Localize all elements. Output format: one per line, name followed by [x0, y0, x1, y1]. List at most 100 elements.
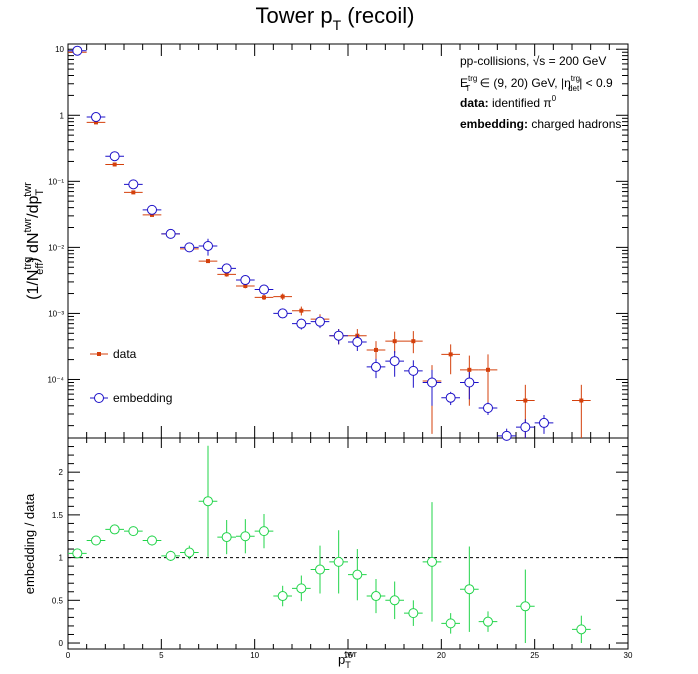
ratio-point — [445, 618, 456, 629]
data-point — [392, 339, 397, 344]
ratio-point — [352, 569, 363, 580]
title-sub: T — [333, 17, 342, 33]
ratio-point — [147, 535, 157, 546]
embedding-point — [109, 151, 120, 162]
ratio-point — [128, 526, 139, 537]
embedding-point — [277, 308, 288, 319]
embedding-point — [221, 263, 232, 274]
ratio-point — [259, 526, 269, 537]
embedding-point — [165, 228, 176, 239]
bottom-x-tick-label: 30 — [624, 651, 633, 660]
embedding-point — [147, 204, 157, 215]
embedding-point — [91, 112, 101, 123]
annotation-line-3: data: identified π0 — [460, 94, 557, 110]
embedding-point — [520, 422, 531, 433]
ratio-point — [371, 591, 381, 602]
ratio-point — [483, 616, 493, 627]
annotation-block: pp-collisions, √s = 200 GeV Etrg T ∈ (9, … — [460, 54, 621, 131]
embedding-point — [203, 240, 213, 251]
data-point — [523, 398, 528, 403]
legend-entry-data: data — [90, 347, 137, 361]
data-point — [94, 120, 98, 125]
embedding-point — [296, 318, 307, 329]
title-rest: (recoil) — [341, 3, 414, 28]
embedding-point — [445, 392, 456, 403]
top-y-tick-label: 10⁻⁴ — [47, 375, 64, 384]
ratio-point — [184, 547, 195, 558]
ratio-point — [277, 591, 288, 602]
embedding-point — [389, 356, 400, 367]
data-point — [299, 308, 304, 313]
embedding-point — [72, 45, 83, 56]
bottom-ticks: 0 5 10 15 20 25 30 0 0.5 1 1.5 2 — [52, 438, 633, 660]
data-point — [150, 212, 154, 217]
ratio-point — [576, 624, 587, 635]
ratio-point — [427, 556, 437, 567]
top-y-tick-label: 10⁻² — [48, 243, 64, 252]
embedding-point — [240, 275, 251, 286]
series-embedding-markers — [68, 45, 554, 441]
ratio-point — [296, 583, 307, 594]
embedding-point — [259, 284, 269, 295]
top-y-tick-label: 10 — [55, 45, 64, 54]
legend: data embedding — [90, 347, 172, 405]
embedding-point — [128, 179, 139, 190]
data-point — [374, 347, 378, 352]
bottom-x-tick-label: 10 — [250, 651, 259, 660]
embedding-point — [539, 417, 549, 428]
ratio-point — [333, 556, 344, 567]
embedding-point — [464, 377, 475, 388]
top-x-ticks — [67, 44, 629, 438]
data-point — [206, 259, 210, 264]
top-y-axis-label: (1/Ntrgeff) dNtwr/dpTtwr — [22, 182, 46, 300]
bottom-x-tick-label: 15 — [344, 651, 353, 660]
embedding-point — [501, 430, 512, 441]
data-point — [280, 294, 285, 299]
bottom-x-tick-label: 0 — [66, 651, 71, 660]
embedding-point — [184, 242, 195, 253]
ratio-point — [315, 564, 325, 575]
bottom-y-tick-label: 2 — [59, 468, 64, 477]
bottom-x-tick-label: 20 — [437, 651, 446, 660]
data-point — [467, 367, 472, 372]
top-y-ticks: 10 1 10⁻¹ 10⁻² 10⁻³ 10⁻⁴ — [47, 45, 628, 427]
chart-title: Tower pT (recoil) — [256, 3, 415, 33]
bottom-y-axis-label: embedding / data — [22, 493, 37, 594]
ratio-point — [203, 496, 213, 507]
embedding-point — [352, 336, 363, 347]
annotation-line-1: pp-collisions, √s = 200 GeV — [460, 54, 606, 68]
embedding-point — [483, 402, 493, 413]
annotation-line-4: embedding: charged hadrons — [460, 117, 621, 131]
ratio-point — [221, 532, 232, 543]
legend-entry-embedding: embedding — [90, 391, 172, 405]
ratio-point — [240, 531, 251, 542]
ratio-point — [389, 595, 400, 606]
legend-data-marker — [97, 352, 101, 356]
embedding-point — [315, 316, 325, 327]
legend-embedding-label: embedding — [113, 391, 172, 405]
data-point — [262, 295, 266, 300]
bottom-x-tick-label: 25 — [530, 651, 539, 660]
bottom-y-tick-label: 1 — [59, 554, 64, 563]
series-ratio-markers — [68, 445, 591, 644]
embedding-point — [333, 330, 344, 341]
annotation-line-2: Etrg T ∈ (9, 20) GeV, |ηtrg det| < 0.9 — [460, 74, 613, 93]
bottom-y-tick-label: 0 — [59, 639, 64, 648]
title-main: Tower p — [256, 3, 333, 28]
bottom-y-tick-label: 1.5 — [52, 511, 64, 520]
ratio-point — [72, 548, 83, 559]
bottom-y-tick-label: 0.5 — [52, 596, 64, 605]
embedding-point — [427, 377, 437, 388]
top-y-tick-label: 1 — [60, 111, 65, 120]
data-point — [486, 367, 490, 372]
ratio-point — [520, 601, 531, 612]
ratio-point — [408, 608, 419, 619]
data-point — [448, 352, 453, 357]
legend-data-label: data — [113, 347, 137, 361]
embedding-point — [371, 361, 381, 372]
data-point — [243, 284, 248, 289]
data-point — [112, 162, 117, 167]
data-point — [131, 190, 136, 195]
legend-embedding-marker — [94, 393, 104, 403]
